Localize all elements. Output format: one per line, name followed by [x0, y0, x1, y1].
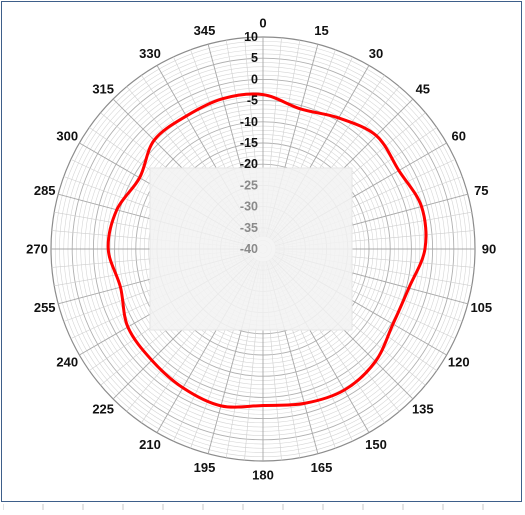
radial-tick-label: 5	[251, 51, 258, 65]
radial-tick-label: -35	[240, 221, 258, 235]
angular-tick-label: 180	[252, 468, 274, 483]
bottom-tick-strip	[2, 497, 522, 510]
angular-tick-label: 75	[474, 183, 488, 198]
angular-tick-label: 330	[139, 46, 161, 61]
radial-tick-label: 10	[244, 30, 258, 44]
angular-tick-label: 90	[482, 242, 496, 257]
angular-tick-label: 15	[314, 23, 328, 38]
series-line-0	[106, 92, 428, 409]
angular-tick-label: 45	[416, 82, 430, 97]
radial-tick-label: -25	[240, 178, 258, 192]
angular-tick-label: 165	[311, 460, 333, 475]
angular-tick-label: 210	[139, 437, 161, 452]
angular-tick-label: 0	[259, 16, 266, 31]
angular-tick-label: 270	[26, 242, 48, 257]
radial-tick-label: -40	[240, 242, 258, 256]
angular-tick-label: 255	[34, 300, 56, 315]
radial-tick-label: -30	[240, 200, 258, 214]
radial-tick-label: -5	[247, 94, 258, 108]
angular-tick-label: 150	[365, 437, 387, 452]
angular-tick-label: 195	[194, 460, 216, 475]
radial-tick-label: 0	[251, 72, 258, 86]
angular-tick-label: 30	[369, 46, 383, 61]
angular-tick-label: 135	[412, 401, 434, 416]
angular-tick-label: 345	[194, 23, 216, 38]
radial-tick-label: -10	[240, 115, 258, 129]
angular-tick-label: 105	[470, 300, 492, 315]
center-overlay-box	[149, 167, 353, 331]
angular-tick-label: 60	[451, 129, 465, 144]
angular-tick-label: 225	[92, 401, 114, 416]
angular-tick-label: 120	[448, 355, 470, 370]
angular-tick-label: 315	[92, 82, 114, 97]
angular-tick-label: 300	[56, 129, 78, 144]
radial-tick-label: -20	[240, 157, 258, 171]
angular-tick-label: 285	[34, 183, 56, 198]
angular-tick-label: 240	[56, 355, 78, 370]
radial-tick-label: -15	[240, 136, 258, 150]
